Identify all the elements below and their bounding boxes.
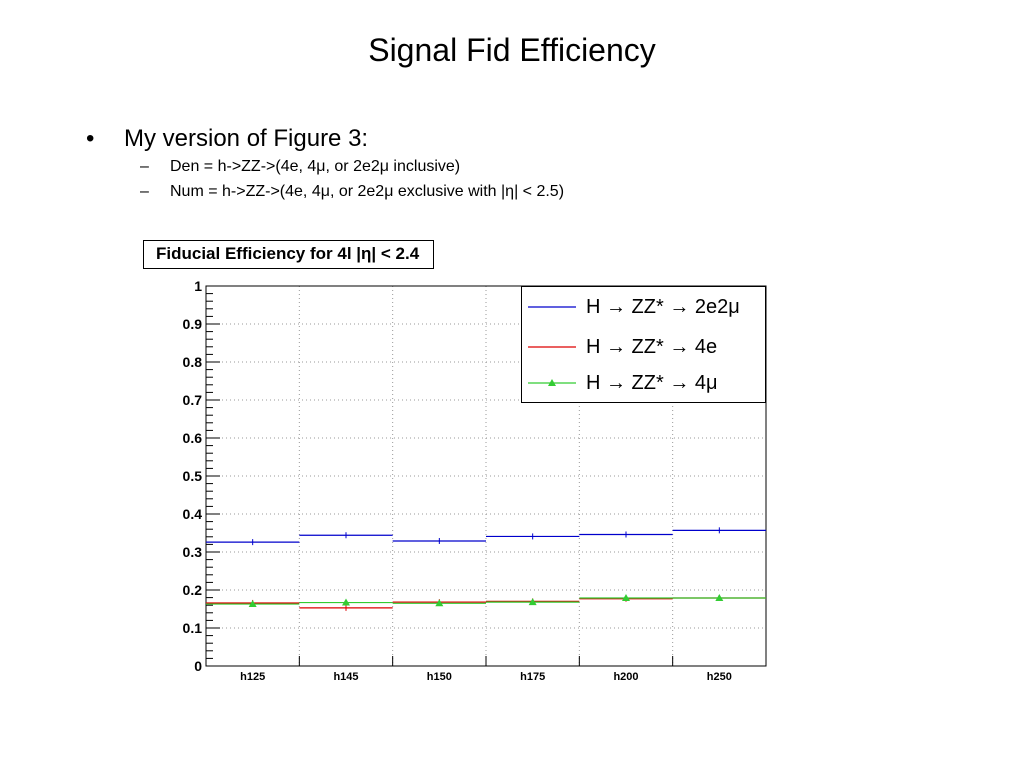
series-marker-2 xyxy=(435,599,444,607)
legend-entry-4mu: H → ZZ* → 4μ xyxy=(522,365,718,401)
series-marker-2 xyxy=(342,598,350,606)
series-marker-2 xyxy=(248,600,257,608)
x-tick-label: h175 xyxy=(520,671,545,683)
bullet-item: • My version of Figure 3: xyxy=(86,124,564,154)
y-tick-label: 0.2 xyxy=(183,582,203,598)
legend-entry-4e: H → ZZ* → 4e xyxy=(522,329,717,365)
chart-legend: H → ZZ* → 2e2μ H → ZZ* → 4e H → ZZ* → 4μ xyxy=(521,286,766,403)
bullet-text: My version of Figure 3: xyxy=(124,125,369,152)
y-tick-label: 0.3 xyxy=(183,544,203,560)
x-tick-label: h150 xyxy=(427,671,452,683)
legend-swatch-2e2mu xyxy=(528,297,576,317)
x-tick-label: h200 xyxy=(613,671,638,683)
chart-title: Fiducial Efficiency for 4l |η| < 2.4 xyxy=(143,240,435,269)
legend-swatch-4e xyxy=(528,337,576,357)
y-tick-label: 0.7 xyxy=(183,392,203,408)
x-tick-label: h145 xyxy=(333,671,358,683)
y-tick-label: 0.8 xyxy=(183,354,203,370)
bullet-marker: • xyxy=(86,125,95,152)
sub-bullet-denominator: Den = h->ZZ->(4e, 4μ, or 2e2μ inclusive) xyxy=(170,158,461,175)
legend-label-4e: H → ZZ* → 4e xyxy=(586,335,718,358)
legend-label-2e2mu: H → ZZ* → 2e2μ xyxy=(586,295,740,318)
y-tick-label: 0.9 xyxy=(183,316,203,332)
x-tick-label: h125 xyxy=(240,671,265,683)
y-tick-label: 0.5 xyxy=(183,468,203,484)
y-tick-label: 1 xyxy=(194,278,202,294)
series-marker-2 xyxy=(715,593,724,601)
series-marker-2 xyxy=(528,598,537,606)
y-tick-label: 0 xyxy=(194,658,202,674)
dash-marker: – xyxy=(140,158,149,175)
y-tick-label: 0.1 xyxy=(183,620,203,636)
legend-swatch-4mu xyxy=(528,373,576,393)
sub-bullet-numerator: Num = h->ZZ->(4e, 4μ, or 2e2μ exclusive … xyxy=(170,183,565,200)
sub-bullet-item: – Den = h->ZZ->(4e, 4μ, or 2e2μ inclusiv… xyxy=(140,154,564,179)
y-tick-label: 0.6 xyxy=(183,430,203,446)
legend-entry-2e2mu: H → ZZ* → 2e2μ xyxy=(522,289,740,325)
sub-bullet-item: – Num = h->ZZ->(4e, 4μ, or 2e2μ exclusiv… xyxy=(140,179,564,204)
series-marker-2 xyxy=(622,593,630,601)
x-tick-label: h250 xyxy=(707,671,732,683)
bullet-list: • My version of Figure 3: – Den = h->ZZ-… xyxy=(86,124,564,204)
y-tick-label: 0.4 xyxy=(183,506,203,522)
dash-marker: – xyxy=(140,183,149,200)
slide-title: Signal Fid Efficiency xyxy=(368,32,656,68)
legend-label-4mu: H → ZZ* → 4μ xyxy=(586,371,718,394)
